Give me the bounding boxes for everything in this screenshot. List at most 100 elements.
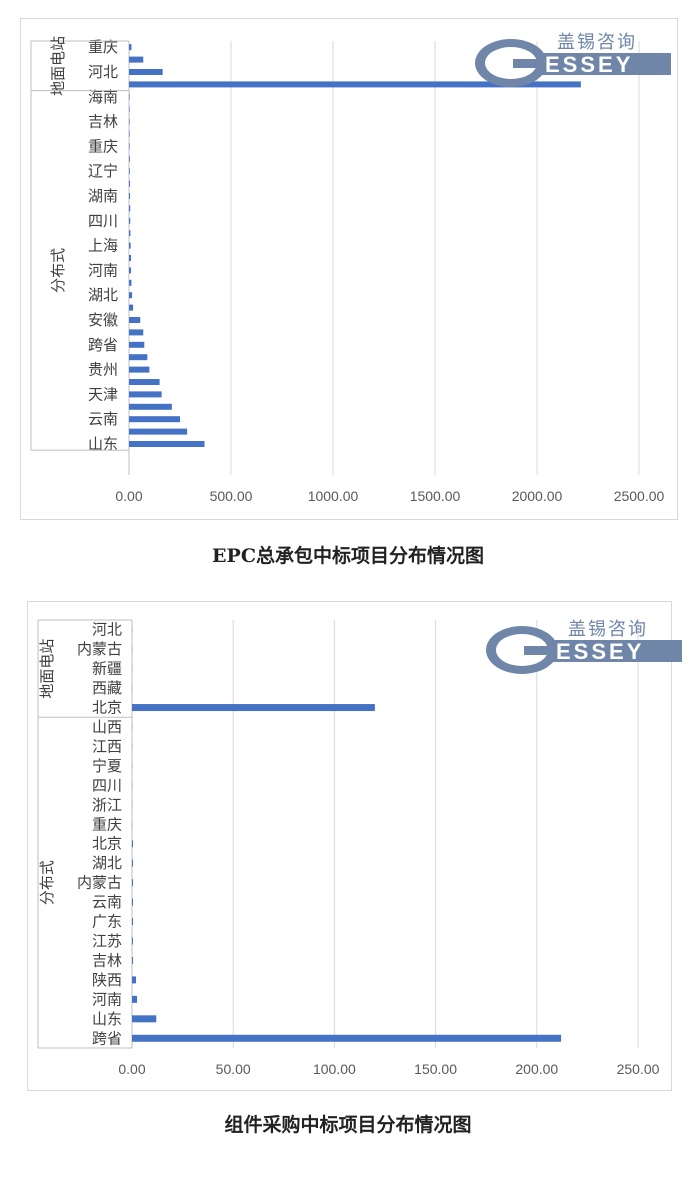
bar: [129, 205, 131, 212]
bar: [129, 143, 130, 150]
category-label: 重庆: [92, 815, 122, 833]
category-label: 河南: [88, 261, 118, 279]
category-label: 天津: [88, 385, 118, 403]
group-label: 分布式: [38, 860, 56, 905]
bar: [129, 44, 132, 51]
module-procurement-chart-svg: 0.00 50.00 100.00 150.00 200.00 250.00河北内蒙古新疆…: [37, 619, 660, 1077]
bar: [132, 898, 134, 906]
bar: [129, 341, 145, 348]
category-label: 广东: [92, 913, 122, 931]
category-label: 西藏: [92, 679, 122, 697]
bar: [132, 995, 138, 1003]
x-tick-label: 2000.00: [512, 488, 563, 504]
category-label: 河北: [92, 621, 122, 639]
category-label: 四川: [88, 212, 118, 230]
x-tick-label: 50.00: [216, 1061, 251, 1077]
category-label: 河南: [92, 990, 122, 1008]
category-label: 跨省: [88, 336, 118, 354]
category-label: 江西: [92, 737, 122, 755]
gessey-logo: ESSEY 盖锡咨询: [484, 616, 684, 676]
category-label: 山西: [92, 718, 122, 736]
x-tick-label: 1000.00: [308, 488, 359, 504]
bar: [129, 354, 148, 361]
bar: [129, 106, 130, 113]
bar: [129, 155, 130, 162]
bar: [129, 379, 160, 385]
bar: [129, 69, 163, 75]
category-label: 吉林: [88, 113, 118, 131]
x-tick-label: 200.00: [515, 1061, 558, 1077]
category-label: 山东: [88, 435, 118, 453]
x-tick-label: 0.00: [115, 488, 142, 504]
logo-brand-cn: 盖锡咨询: [568, 619, 648, 640]
bar: [132, 704, 375, 712]
category-label: 北京: [92, 699, 122, 717]
bar: [132, 840, 134, 848]
category-label: 江苏: [92, 932, 122, 950]
logo-brand-cn: 盖锡咨询: [557, 32, 637, 53]
x-tick-label: 500.00: [210, 488, 253, 504]
category-label: 内蒙古: [77, 640, 122, 658]
bar: [129, 267, 132, 274]
group-label: 地面电站: [38, 639, 56, 699]
category-label: 海南: [88, 88, 118, 106]
x-tick-label: 0.00: [118, 1061, 145, 1077]
module-procurement-chart-caption: 组件采购中标项目分布情况图: [224, 1114, 472, 1136]
bar: [132, 859, 134, 867]
bar: [129, 366, 150, 373]
category-label: 云南: [88, 410, 118, 428]
category-label: 河北: [88, 63, 118, 81]
bar: [129, 131, 130, 137]
bar: [129, 441, 205, 447]
bar: [129, 317, 141, 323]
category-label: 山东: [92, 1010, 122, 1028]
category-label: 四川: [92, 776, 122, 794]
module-procurement-chart: 0.00 50.00 100.00 150.00 200.00 250.00 河北 内蒙古 新疆…: [27, 601, 682, 1091]
x-tick-label: 150.00: [414, 1061, 457, 1077]
category-label: 云南: [92, 893, 122, 911]
bar: [132, 937, 134, 945]
bar: [129, 403, 172, 410]
category-label: 贵州: [88, 361, 118, 379]
category-label: 湖南: [88, 187, 118, 205]
category-label: 跨省: [92, 1029, 122, 1047]
bar: [132, 879, 134, 887]
bar: [132, 1034, 562, 1042]
category-label: 湖北: [88, 286, 118, 304]
category-label: 上海: [88, 237, 118, 255]
epc-chart: 0.00 500.00 1000.00 1500.00 2000.00 2500.00 重庆…: [20, 18, 678, 520]
epc-chart-svg: 0.00 500.00 1000.00 1500.00 2000.00 2500.00 重庆…: [30, 36, 665, 504]
bar: [129, 255, 132, 261]
bar: [129, 416, 180, 423]
bar: [129, 81, 581, 88]
bar: [132, 918, 134, 926]
bar: [129, 118, 130, 125]
logo-brand-en: ESSEY: [556, 639, 644, 664]
bar: [129, 193, 131, 199]
bar: [129, 279, 132, 286]
bar: [129, 292, 133, 299]
category-label: 重庆: [88, 38, 118, 56]
category-label: 内蒙古: [77, 874, 122, 892]
epc-chart-caption: EPC总承包中标项目分布情况图: [212, 545, 484, 567]
category-label: 浙江: [92, 796, 122, 814]
category-label: 安徽: [88, 311, 118, 329]
category-label: 辽宁: [88, 162, 118, 180]
x-tick-label: 250.00: [617, 1061, 660, 1077]
bar: [129, 391, 162, 398]
bar: [129, 329, 144, 336]
group-label: 地面电站: [49, 36, 67, 96]
logo-brand-en: ESSEY: [545, 52, 633, 77]
bar: [129, 428, 188, 435]
bar: [132, 976, 137, 984]
group-label: 分布式: [49, 248, 67, 293]
bar: [129, 217, 131, 224]
category-label: 陕西: [92, 971, 122, 989]
bar: [129, 242, 131, 249]
bar: [129, 168, 130, 175]
category-label: 北京: [92, 835, 122, 853]
x-tick-label: 100.00: [313, 1061, 356, 1077]
category-label: 吉林: [92, 951, 122, 969]
bar: [129, 180, 131, 187]
category-label: 新疆: [92, 660, 122, 678]
